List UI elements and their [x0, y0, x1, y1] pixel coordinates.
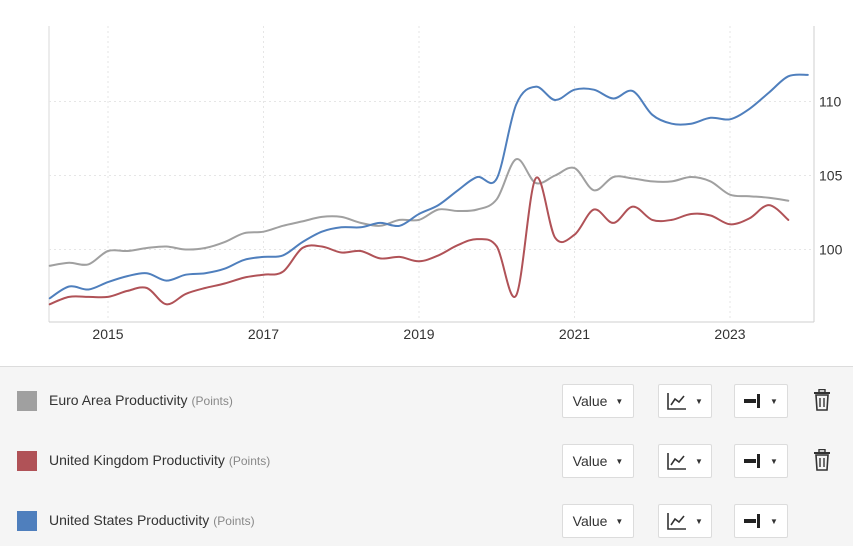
chart-area: 2015 2017 2019 2021 2023 100 105 110 [48, 26, 843, 343]
series-unit: (Points) [191, 394, 233, 408]
x-tick-label: 2019 [403, 326, 434, 342]
y-tick-label: 100 [819, 242, 843, 258]
axis-labels: 2015 2017 2019 2021 2023 100 105 110 [92, 94, 842, 343]
caret-down-icon: ▼ [615, 456, 624, 466]
series-line-united-kingdom[interactable] [48, 176, 790, 306]
axis-side-dropdown[interactable]: ▼ [734, 444, 788, 478]
x-tick-label: 2015 [92, 326, 123, 342]
legend-row-united-kingdom: United Kingdom Productivity (Points) Valu… [0, 429, 853, 489]
x-tick-label: 2023 [714, 326, 745, 342]
caret-down-icon: ▼ [695, 516, 703, 526]
series-name-text: United States Productivity [49, 512, 210, 528]
value-dropdown[interactable]: Value ▼ [562, 504, 634, 538]
axis-side-dropdown[interactable]: ▼ [734, 504, 788, 538]
value-dropdown-label: Value [572, 393, 608, 409]
y-tick-label: 110 [819, 94, 842, 110]
series-lines [48, 73, 809, 306]
chart-type-dropdown[interactable]: ▼ [658, 384, 712, 418]
y-tick-label: 105 [819, 168, 843, 184]
series-name: United Kingdom Productivity (Points) [49, 452, 270, 468]
line-chart: 2015 2017 2019 2021 2023 100 105 110 [48, 26, 843, 343]
legend-panel: Euro Area Productivity (Points) Value ▼ ▼… [0, 366, 853, 546]
series-unit: (Points) [228, 454, 271, 468]
caret-down-icon: ▼ [770, 516, 778, 526]
grid [48, 26, 815, 323]
line-chart-icon [667, 392, 687, 410]
series-color-swatch[interactable] [17, 391, 37, 411]
value-dropdown-label: Value [572, 513, 608, 529]
value-dropdown-label: Value [572, 453, 608, 469]
series-name: United States Productivity (Points) [49, 512, 255, 528]
caret-down-icon: ▼ [770, 396, 778, 406]
series-name-text: United Kingdom Productivity [49, 452, 225, 468]
right-axis-icon [744, 453, 762, 469]
series-color-swatch[interactable] [17, 451, 37, 471]
line-chart-icon [667, 452, 687, 470]
caret-down-icon: ▼ [695, 396, 703, 406]
chart-type-dropdown[interactable]: ▼ [658, 504, 712, 538]
delete-series-trash-icon[interactable] [813, 388, 831, 411]
x-tick-label: 2017 [248, 326, 279, 342]
series-line-euro-area[interactable] [48, 158, 790, 267]
series-unit: (Points) [213, 514, 255, 528]
series-color-swatch[interactable] [17, 511, 37, 531]
x-tick-label: 2021 [559, 326, 590, 342]
right-axis-icon [744, 513, 762, 529]
legend-row-united-states: United States Productivity (Points) Value… [0, 489, 853, 549]
value-dropdown[interactable]: Value ▼ [562, 444, 634, 478]
delete-series-trash-icon[interactable] [813, 448, 831, 471]
caret-down-icon: ▼ [695, 456, 703, 466]
line-chart-icon [667, 512, 687, 530]
legend-row-euro-area: Euro Area Productivity (Points) Value ▼ ▼… [0, 369, 853, 429]
axis-side-dropdown[interactable]: ▼ [734, 384, 788, 418]
caret-down-icon: ▼ [770, 456, 778, 466]
caret-down-icon: ▼ [615, 396, 624, 406]
series-line-united-states[interactable] [48, 73, 809, 300]
value-dropdown[interactable]: Value ▼ [562, 384, 634, 418]
right-axis-icon [744, 393, 762, 409]
series-name: Euro Area Productivity (Points) [49, 392, 233, 408]
chart-type-dropdown[interactable]: ▼ [658, 444, 712, 478]
series-name-text: Euro Area Productivity [49, 392, 188, 408]
caret-down-icon: ▼ [615, 516, 624, 526]
